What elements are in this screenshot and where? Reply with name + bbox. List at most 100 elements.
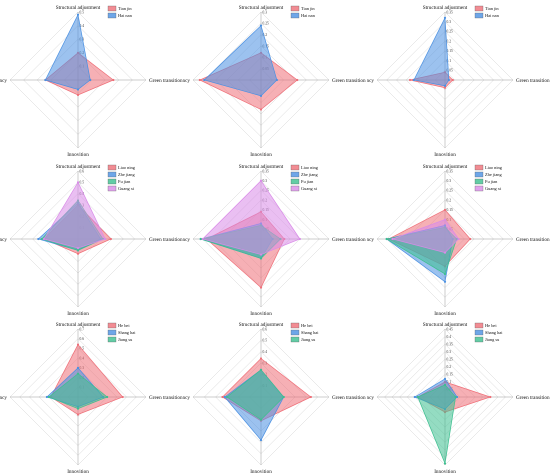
tick-label: 0.25	[446, 30, 452, 34]
legend-label: Shang hai	[301, 331, 319, 336]
tick-label: 0.1	[446, 59, 451, 63]
data-point	[260, 439, 263, 442]
tick-label: 0.15	[446, 208, 452, 212]
legend-swatch	[291, 5, 300, 12]
data-point	[443, 218, 446, 221]
data-point	[76, 88, 80, 91]
legend-swatch	[107, 164, 117, 170]
data-point	[443, 84, 446, 87]
legend-swatch	[291, 12, 300, 19]
radar-svg: 0.050.10.150.20.250.30.350.40.45Structur…	[367, 322, 550, 475]
tick-label: 0.25	[446, 188, 452, 192]
legend-swatch	[291, 185, 300, 191]
data-point	[199, 237, 203, 240]
legend-swatch	[474, 5, 483, 12]
legend-label: Tian jin	[301, 6, 315, 11]
axis-label: Green transition	[332, 236, 366, 242]
tick-label: 0.15	[446, 373, 452, 377]
data-point	[443, 16, 446, 19]
axis-label: Green transition	[149, 78, 183, 84]
data-point	[260, 24, 263, 27]
radar-chart-9: 0.050.10.150.20.250.30.350.40.45Structur…	[367, 317, 550, 475]
axis-label: Innovition	[250, 152, 272, 158]
legend-label: Guang xi	[485, 186, 502, 191]
data-point	[443, 378, 446, 381]
data-point	[104, 237, 107, 240]
axis-label: Efficiency	[367, 394, 374, 401]
data-point	[310, 396, 313, 399]
legend-label: Guang xi	[118, 186, 135, 191]
data-point	[282, 396, 286, 399]
legend-swatch	[291, 164, 300, 170]
axis-label: Green transition	[516, 395, 550, 401]
tick-label: 0.2	[446, 365, 451, 369]
legend-swatch	[474, 337, 483, 343]
legend-swatch	[291, 330, 300, 336]
legend-swatch	[107, 330, 117, 336]
data-point	[454, 396, 457, 399]
data-point	[106, 396, 109, 399]
data-point	[276, 78, 279, 82]
data-point	[447, 78, 450, 82]
axis-label: Structural adjustment	[422, 5, 467, 11]
data-point	[47, 396, 50, 399]
data-point	[112, 78, 115, 82]
legend-label: He bei	[118, 324, 130, 329]
data-point	[457, 237, 460, 240]
data-point	[260, 357, 263, 360]
legend-swatch	[107, 178, 117, 184]
data-point	[443, 280, 446, 283]
data-point	[42, 237, 46, 240]
legend-label: Tian jin	[118, 6, 132, 11]
legend-swatch	[107, 171, 117, 177]
axis-label: Structural adjustment	[422, 164, 467, 170]
series-area	[416, 384, 456, 466]
tick-label: 0.2	[446, 39, 451, 43]
data-point	[260, 257, 263, 260]
legend-label: Liao ning	[118, 165, 136, 170]
axis-label: Structural adjustment	[56, 5, 101, 11]
axis-label: Structural adjustment	[56, 322, 101, 328]
tick-label: 0.6	[263, 328, 268, 332]
data-point	[455, 396, 458, 399]
legend-swatch	[474, 12, 483, 19]
legend-label: Liao ning	[485, 165, 503, 170]
legend-label: Liao ning	[301, 165, 319, 170]
legend-swatch	[291, 323, 300, 329]
legend-swatch	[291, 171, 300, 177]
axis-label: Innovition	[67, 152, 89, 158]
tick-label: 0.4	[446, 335, 451, 339]
data-point	[260, 94, 263, 97]
data-point	[443, 86, 446, 89]
data-point	[45, 396, 49, 399]
data-point	[443, 384, 446, 387]
axis-label: Structural adjustment	[239, 322, 284, 328]
legend-swatch	[107, 185, 117, 191]
axis-label: Innovition	[67, 311, 89, 317]
legend-label: Fu jian	[118, 179, 131, 184]
tick-label: 0.7	[80, 328, 85, 332]
data-point	[223, 396, 227, 399]
data-point	[109, 237, 112, 240]
data-point	[412, 78, 415, 82]
legend-label: Tian jin	[485, 6, 499, 11]
legend-label: Guang xi	[301, 186, 318, 191]
data-point	[416, 396, 419, 399]
axis-label: Structural adjustment	[239, 5, 284, 11]
axis-label: Structural adjustment	[239, 164, 284, 170]
legend-swatch	[474, 178, 483, 184]
data-point	[226, 396, 229, 399]
legend-swatch	[291, 337, 300, 343]
data-point	[299, 237, 302, 240]
tick-label: 0.6	[80, 169, 85, 173]
axis-label: Innovition	[250, 311, 272, 317]
data-point	[89, 78, 92, 82]
data-point	[76, 413, 80, 416]
data-point	[76, 180, 80, 184]
radar-chart-3: 0.05 0.1 0.15 0.2 0.25 0.3 0.35 Structural adju…	[367, 0, 550, 158]
axis-label: Efficiency	[0, 394, 7, 401]
axis-label: Efficiency	[183, 235, 190, 242]
tick-label: 0.3	[263, 179, 268, 183]
tick-label: 0.3	[446, 20, 451, 24]
